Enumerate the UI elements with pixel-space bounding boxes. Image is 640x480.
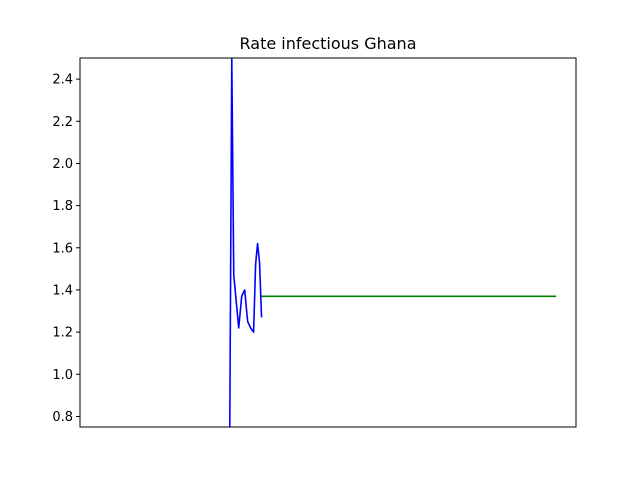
series-group	[228, 58, 557, 427]
y-tick-label: 2.2	[52, 115, 73, 130]
y-axis: 0.8 1.0 1.2 1.4 1.6 1.8 2.0 2.2 2.4	[52, 73, 80, 425]
y-tick-label: 1.8	[52, 199, 73, 214]
y-tick-label: 2.0	[52, 157, 73, 172]
chart-title: Rate infectious Ghana	[240, 34, 417, 53]
y-tick-label: 1.4	[52, 283, 73, 298]
series-line-1	[228, 58, 263, 427]
y-tick-label: 1.6	[52, 241, 73, 256]
y-tick-label: 1.0	[52, 368, 73, 383]
plot-frame	[79, 57, 577, 428]
y-tick-label: 0.8	[52, 410, 73, 425]
y-tick-label: 1.2	[52, 326, 73, 341]
y-tick-label: 2.4	[52, 73, 73, 88]
